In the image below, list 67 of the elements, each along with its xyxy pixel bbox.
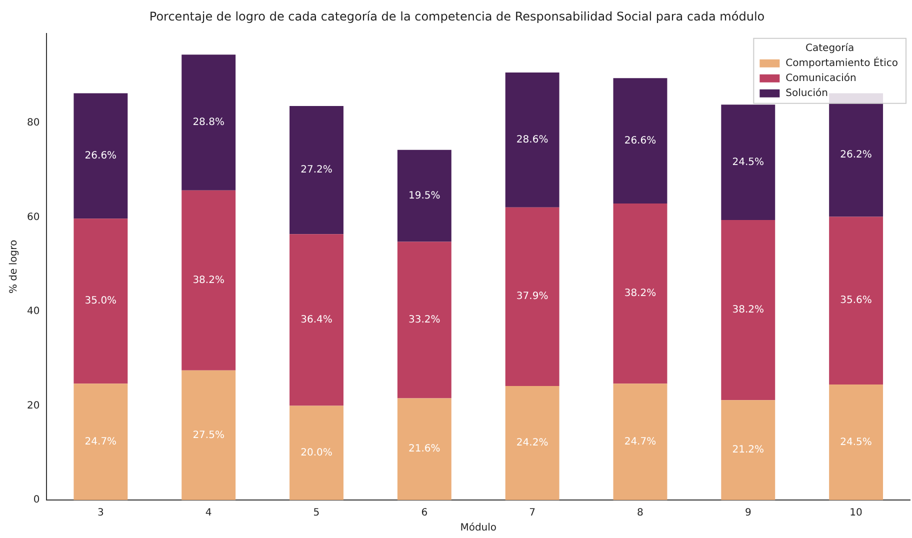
data-label: 28.6% xyxy=(516,134,548,146)
x-tick-label: 3 xyxy=(97,508,104,519)
data-label: 20.0% xyxy=(300,447,332,458)
bar xyxy=(290,234,344,406)
data-label: 24.7% xyxy=(84,436,117,448)
x-tick-label: 6 xyxy=(421,508,428,519)
data-label: 21.6% xyxy=(408,444,440,455)
data-label: 26.6% xyxy=(624,135,656,146)
data-label: 26.6% xyxy=(84,150,117,162)
bar xyxy=(397,150,452,242)
bar xyxy=(74,384,128,500)
bar xyxy=(397,242,452,398)
legend-label: Solución xyxy=(786,88,828,99)
bar xyxy=(290,106,344,234)
x-axis-title: Módulo xyxy=(460,522,497,534)
bar xyxy=(829,216,884,385)
legend-label: Comportamiento Ético xyxy=(786,56,898,69)
bar xyxy=(74,93,128,219)
x-tick-label: 7 xyxy=(529,508,536,519)
data-label: 33.2% xyxy=(408,314,440,326)
legend-label: Comunicación xyxy=(786,72,856,84)
bar xyxy=(397,398,452,500)
data-label: 19.5% xyxy=(408,190,440,202)
bar xyxy=(505,207,560,386)
chart-title: Porcentaje de logro de cada categoría de la competencia de Responsabilidad Social para cada módulo xyxy=(149,9,765,24)
y-tick-label: 80 xyxy=(26,118,40,129)
data-label: 26.2% xyxy=(840,150,872,161)
data-label: 24.7% xyxy=(624,436,656,448)
bar xyxy=(182,54,236,190)
bar xyxy=(721,400,776,500)
y-tick-label: 60 xyxy=(26,212,40,223)
data-label: 27.5% xyxy=(192,430,224,441)
x-tick-label: 9 xyxy=(744,508,752,519)
bar xyxy=(182,370,236,500)
y-tick-label: 40 xyxy=(26,306,40,318)
data-label: 38.2% xyxy=(192,274,224,286)
bar xyxy=(613,78,668,204)
bar xyxy=(505,72,560,208)
data-label: 37.9% xyxy=(516,291,548,302)
data-label: 38.2% xyxy=(732,304,764,316)
y-tick-label: 0 xyxy=(33,494,40,506)
bar xyxy=(74,218,128,384)
legend-title: Categoría xyxy=(806,42,854,54)
bar xyxy=(613,204,668,384)
x-tick-label: 5 xyxy=(313,508,320,519)
bar xyxy=(182,190,236,370)
y-tick-label: 20 xyxy=(26,400,40,412)
data-label: 24.5% xyxy=(840,436,872,448)
bar xyxy=(829,384,884,500)
bar xyxy=(613,384,668,500)
data-label: 24.5% xyxy=(732,156,764,168)
data-label: 38.2% xyxy=(624,288,656,300)
y-axis-title: % de logro xyxy=(8,240,20,294)
x-tick-label: 4 xyxy=(205,508,212,519)
data-label: 27.2% xyxy=(300,164,332,176)
data-label: 35.6% xyxy=(840,295,872,306)
data-label: 28.8% xyxy=(192,117,224,128)
data-label: 35.0% xyxy=(84,296,117,307)
x-tick-label: 10 xyxy=(850,508,862,519)
bar xyxy=(721,220,776,400)
data-label: 36.4% xyxy=(300,314,332,326)
data-label: 24.2% xyxy=(516,438,548,449)
bar xyxy=(505,386,560,500)
bar xyxy=(721,104,776,220)
bar xyxy=(290,406,344,500)
x-tick-label: 8 xyxy=(637,508,644,519)
data-label: 21.2% xyxy=(732,444,764,456)
